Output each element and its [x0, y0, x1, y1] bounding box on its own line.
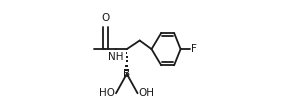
- Text: OH: OH: [139, 88, 155, 98]
- Text: NH: NH: [108, 52, 124, 62]
- Text: F: F: [191, 44, 197, 54]
- Text: HO: HO: [99, 88, 115, 98]
- Text: O: O: [101, 13, 109, 23]
- Text: B: B: [123, 69, 130, 79]
